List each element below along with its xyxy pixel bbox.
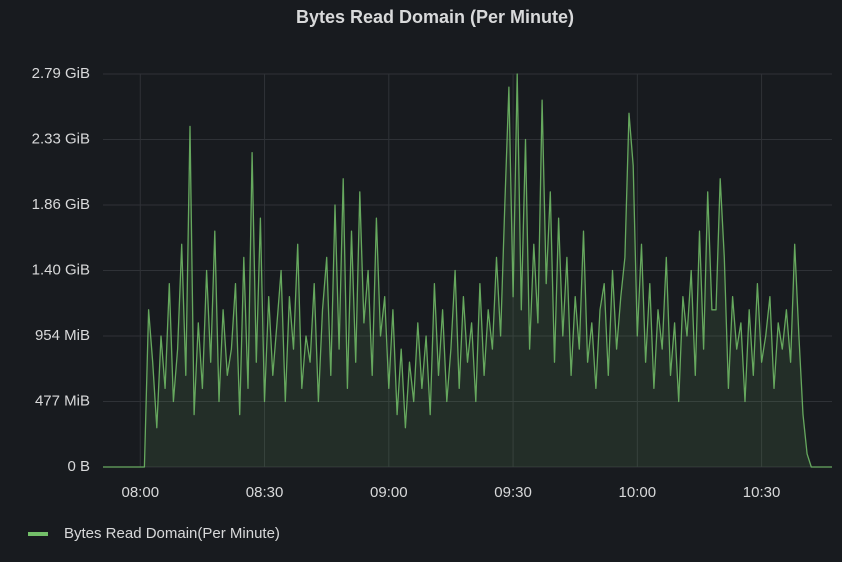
panel-title: Bytes Read Domain (Per Minute)	[296, 7, 574, 27]
legend-label: Bytes Read Domain(Per Minute)	[64, 525, 280, 542]
x-tick-label: 08:30	[246, 484, 284, 501]
x-tick-label: 08:00	[122, 484, 160, 501]
y-tick-label: 2.79 GiB	[32, 65, 90, 82]
x-tick-label: 09:30	[494, 484, 532, 501]
y-tick-label: 0 B	[67, 458, 90, 475]
x-tick-label: 10:30	[743, 484, 781, 501]
legend-swatch	[28, 532, 48, 536]
y-tick-label: 1.86 GiB	[32, 196, 90, 213]
x-tick-label: 10:00	[619, 484, 657, 501]
x-tick-label: 09:00	[370, 484, 408, 501]
y-tick-label: 477 MiB	[35, 392, 90, 409]
y-tick-label: 1.40 GiB	[32, 261, 90, 278]
y-tick-label: 954 MiB	[35, 327, 90, 344]
y-tick-label: 2.33 GiB	[32, 130, 90, 147]
line	[103, 73, 832, 468]
area	[103, 74, 832, 467]
